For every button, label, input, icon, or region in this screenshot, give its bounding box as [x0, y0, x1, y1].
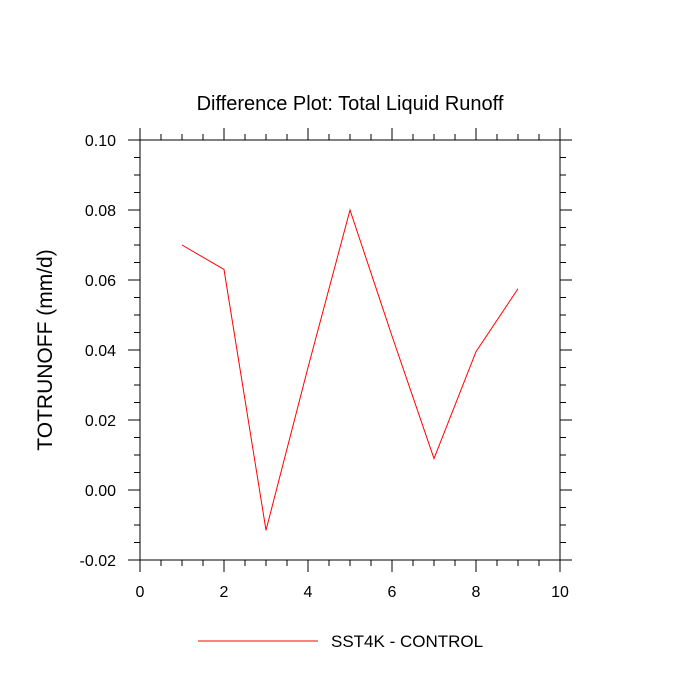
minor-ticks	[134, 134, 566, 566]
y-tick-labels: -0.02 0.00 0.02 0.04 0.06 0.08 0.10	[80, 133, 117, 570]
y-tick-label: 0.00	[85, 483, 116, 500]
y-tick-label: 0.10	[85, 133, 116, 150]
series-layer	[181, 208, 519, 531]
y-tick-label: 0.08	[85, 203, 116, 220]
y-tick-label: 0.06	[85, 273, 116, 290]
y-tick-label: 0.02	[85, 413, 116, 430]
plot-area	[139, 139, 561, 561]
x-tick-label: 2	[220, 584, 229, 601]
y-tick-label: -0.02	[80, 553, 117, 570]
x-tick-label: 0	[136, 584, 145, 601]
x-tick-label: 10	[551, 584, 569, 601]
y-tick-label: 0.04	[85, 343, 116, 360]
x-tick-label: 6	[388, 584, 397, 601]
legend: SST4K - CONTROL	[198, 632, 483, 651]
series-line	[181, 208, 519, 531]
y-axis-label: TOTRUNOFF (mm/d)	[34, 249, 57, 450]
major-ticks	[128, 128, 572, 572]
x-tick-label: 4	[304, 584, 313, 601]
x-tick-label: 8	[472, 584, 481, 601]
legend-label: SST4K - CONTROL	[331, 632, 483, 651]
x-tick-labels: 0 2 4 6 8 10	[136, 584, 569, 601]
chart-title: Difference Plot: Total Liquid Runoff	[197, 93, 504, 115]
